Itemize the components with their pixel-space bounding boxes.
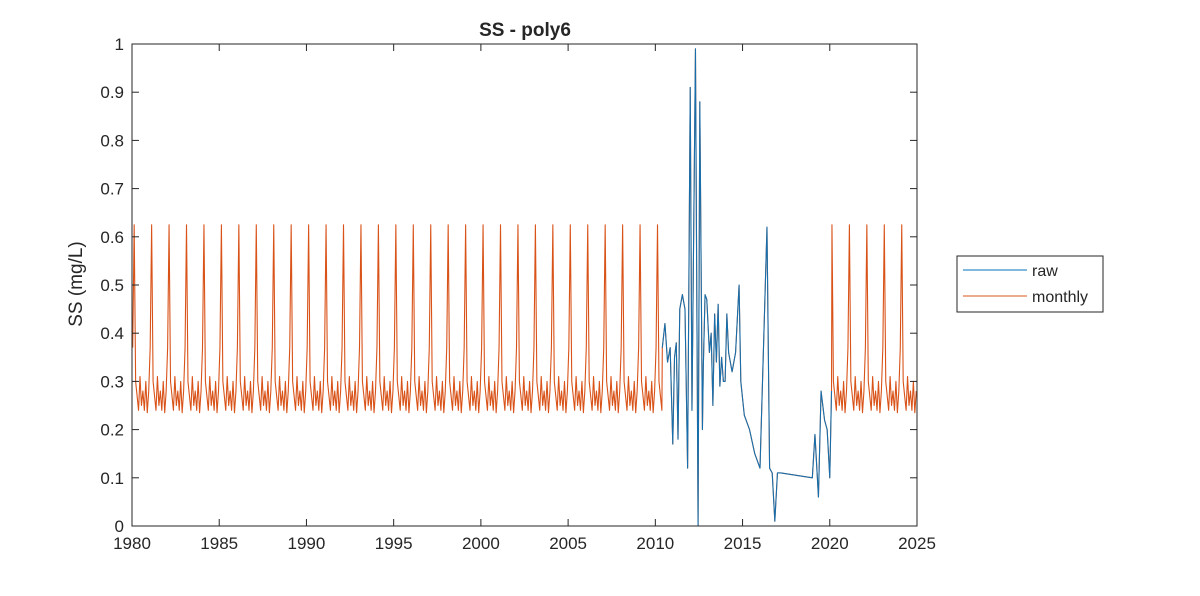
plot-area (132, 44, 917, 526)
x-tick-label: 1995 (375, 534, 413, 553)
y-tick-label: 0.5 (100, 276, 124, 295)
x-tick-label: 1990 (288, 534, 326, 553)
y-tick-label: 0.2 (100, 421, 124, 440)
y-tick-label: 0.1 (100, 469, 124, 488)
chart-title: SS - poly6 (479, 20, 571, 41)
y-tick-label: 0.8 (100, 131, 124, 150)
legend-label-monthly: monthly (1032, 289, 1088, 306)
legend-box (956, 255, 1104, 313)
y-tick-label: 0.3 (100, 372, 124, 391)
axes-layer: 1980 1985 1990 1995 2000 2005 2010 2015 2020 2025… (100, 35, 936, 553)
series-raw-line (661, 48, 833, 526)
y-axis-label: SS (mg/L) (66, 241, 87, 327)
legend: raw monthly (956, 255, 1104, 313)
x-tick-label: 2025 (898, 534, 936, 553)
x-tick-label: 2000 (462, 534, 500, 553)
y-tick-label: 0.7 (100, 180, 124, 199)
x-tick-label: 2020 (811, 534, 849, 553)
x-tick-label: 1980 (113, 534, 151, 553)
x-tick-label: 2005 (549, 534, 587, 553)
y-tick-label: 0.4 (100, 324, 124, 343)
y-tick-label: 0.6 (100, 228, 124, 247)
y-tick-label: 0.9 (100, 83, 124, 102)
x-tick-label: 2015 (724, 534, 762, 553)
x-tick-label: 2010 (636, 534, 674, 553)
plot-background (132, 44, 917, 526)
x-tick-label: 1985 (200, 534, 238, 553)
series-layer (132, 48, 917, 526)
y-tick-label: 0 (115, 517, 124, 536)
y-tick-label: 1 (115, 35, 124, 54)
legend-label-raw: raw (1032, 263, 1058, 280)
